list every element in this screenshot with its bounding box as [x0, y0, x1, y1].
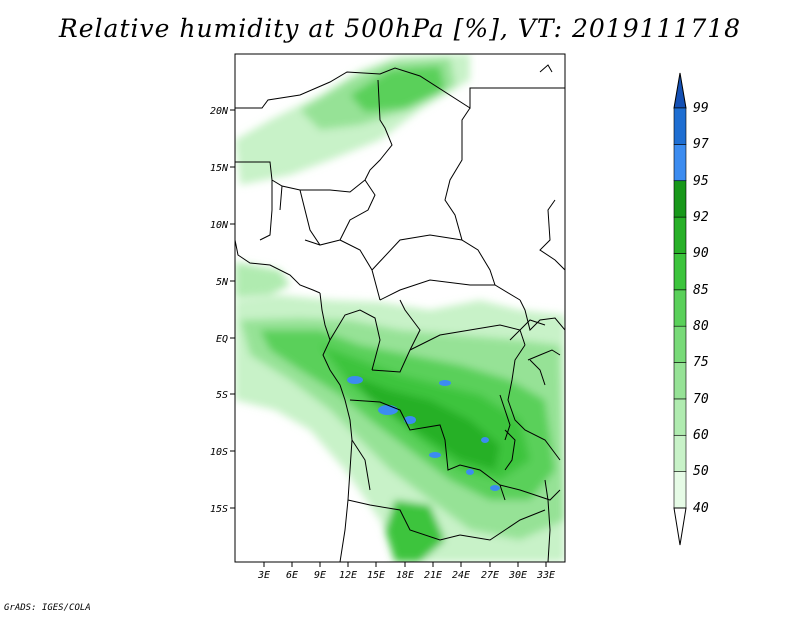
coastlines-borders — [235, 64, 565, 562]
colorbar-bottom-arrow — [673, 507, 687, 546]
lat-label: 5N — [216, 277, 229, 288]
colorbar-label: 85 — [693, 283, 709, 298]
lon-label: 15E — [367, 570, 385, 581]
colorbar-label: 92 — [693, 210, 709, 225]
lat-label: 10N — [210, 220, 229, 231]
colorbar-segment — [673, 289, 687, 327]
colorbar-segment — [673, 144, 687, 182]
lon-label: 18E — [396, 570, 414, 581]
map-title: Relative humidity at 500hPa [%], VT: 201… — [58, 14, 742, 43]
lat-label: 15N — [210, 163, 229, 174]
lat-label: EQ — [216, 334, 228, 345]
lat-label: 10S — [210, 447, 228, 458]
colorbar-label: 60 — [693, 428, 709, 443]
map-frame — [234, 53, 566, 563]
colorbar-top-arrow — [673, 72, 687, 109]
colorbar-label: 90 — [693, 246, 709, 261]
humidity-shading — [235, 54, 565, 562]
lon-label: 30E — [508, 570, 527, 581]
colorbar-segment — [673, 107, 687, 145]
lat-axis: 20N 15N 10N 5N EQ 5S 10S 15S — [210, 106, 235, 515]
colorbar-label: 70 — [693, 392, 709, 407]
colorbar-label: 50 — [693, 464, 709, 479]
lon-label: 24E — [452, 570, 470, 581]
lon-label: 27E — [481, 570, 499, 581]
colorbar-label: 97 — [693, 137, 709, 152]
colorbar-segment — [673, 253, 687, 291]
colorbar-label: 99 — [693, 101, 709, 116]
colorbar-segment — [673, 362, 687, 400]
lon-label: 3E — [257, 570, 270, 581]
lon-axis: 3E 6E 9E 12E 15E 18E 21E 24E 27E 30E 33E — [257, 562, 555, 581]
colorbar: 40 50 60 70 75 80 85 90 92 95 97 99 — [673, 72, 709, 546]
grads-credit: GrADS: IGES/COLA — [4, 603, 91, 613]
humidity-field — [235, 54, 565, 562]
lon-label: 6E — [286, 570, 298, 581]
colorbar-label: 75 — [693, 355, 709, 370]
colorbar-segment — [673, 398, 687, 436]
colorbar-label: 80 — [693, 319, 709, 334]
colorbar-segment — [673, 325, 687, 363]
colorbar-segment — [673, 471, 687, 509]
lat-label: 15S — [210, 504, 228, 515]
colorbar-label: 95 — [693, 174, 709, 189]
colorbar-segment — [673, 180, 687, 218]
colorbar-segment — [673, 434, 687, 472]
lon-label: 33E — [536, 570, 555, 581]
lat-label: 5S — [216, 390, 228, 401]
lon-label: 21E — [424, 570, 442, 581]
colorbar-segment — [673, 216, 687, 254]
colorbar-label: 40 — [693, 501, 709, 516]
lon-label: 12E — [339, 570, 357, 581]
lat-label: 20N — [210, 106, 229, 117]
lon-label: 9E — [314, 570, 326, 581]
